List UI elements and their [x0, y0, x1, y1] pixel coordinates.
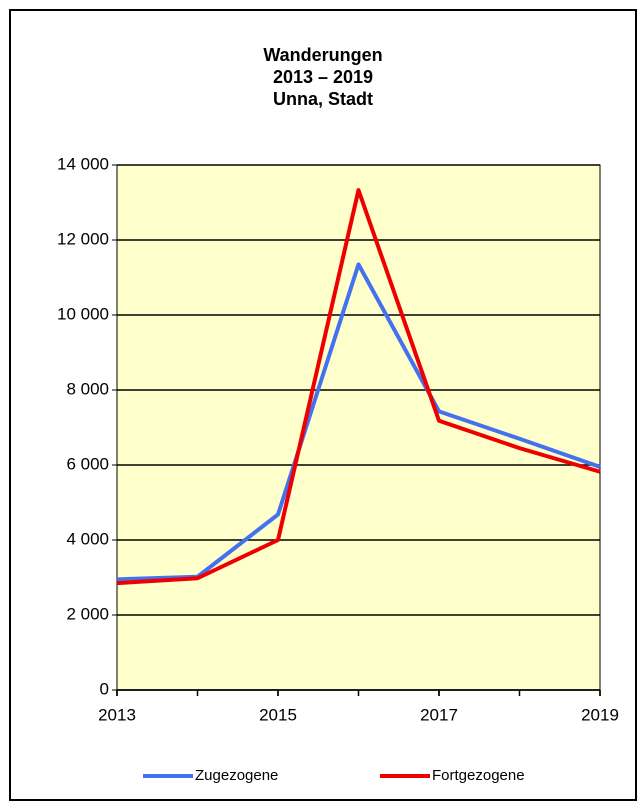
- legend-label: Fortgezogene: [432, 767, 525, 784]
- series-line: [116, 188, 601, 586]
- y-tick-label: 14 000: [57, 154, 109, 173]
- y-tick-label: 8 000: [66, 379, 109, 398]
- x-tick-label: 2015: [259, 705, 297, 724]
- chart-title: Wanderungen: [263, 45, 382, 65]
- legend-label: Zugezogene: [195, 767, 278, 784]
- y-tick-label: 10 000: [57, 304, 109, 323]
- chart-title: 2013 – 2019: [273, 67, 373, 87]
- y-tick-label: 12 000: [57, 229, 109, 248]
- x-tick-label: 2017: [420, 705, 458, 724]
- plot-area: [116, 164, 601, 691]
- x-tick-label: 2013: [98, 705, 136, 724]
- y-tick-label: 4 000: [66, 529, 109, 548]
- y-tick-label: 2 000: [66, 604, 109, 623]
- chart-title: Unna, Stadt: [273, 89, 373, 109]
- y-tick-label: 6 000: [66, 454, 109, 473]
- x-tick-label: 2019: [581, 705, 619, 724]
- y-tick-label: 0: [100, 679, 109, 698]
